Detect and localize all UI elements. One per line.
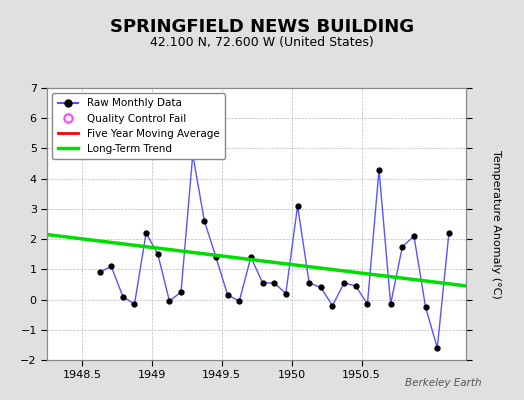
Text: SPRINGFIELD NEWS BUILDING: SPRINGFIELD NEWS BUILDING (110, 18, 414, 36)
Y-axis label: Temperature Anomaly (°C): Temperature Anomaly (°C) (492, 150, 501, 298)
Legend: Raw Monthly Data, Quality Control Fail, Five Year Moving Average, Long-Term Tren: Raw Monthly Data, Quality Control Fail, … (52, 93, 225, 159)
Text: Berkeley Earth: Berkeley Earth (406, 378, 482, 388)
Text: 42.100 N, 72.600 W (United States): 42.100 N, 72.600 W (United States) (150, 36, 374, 49)
